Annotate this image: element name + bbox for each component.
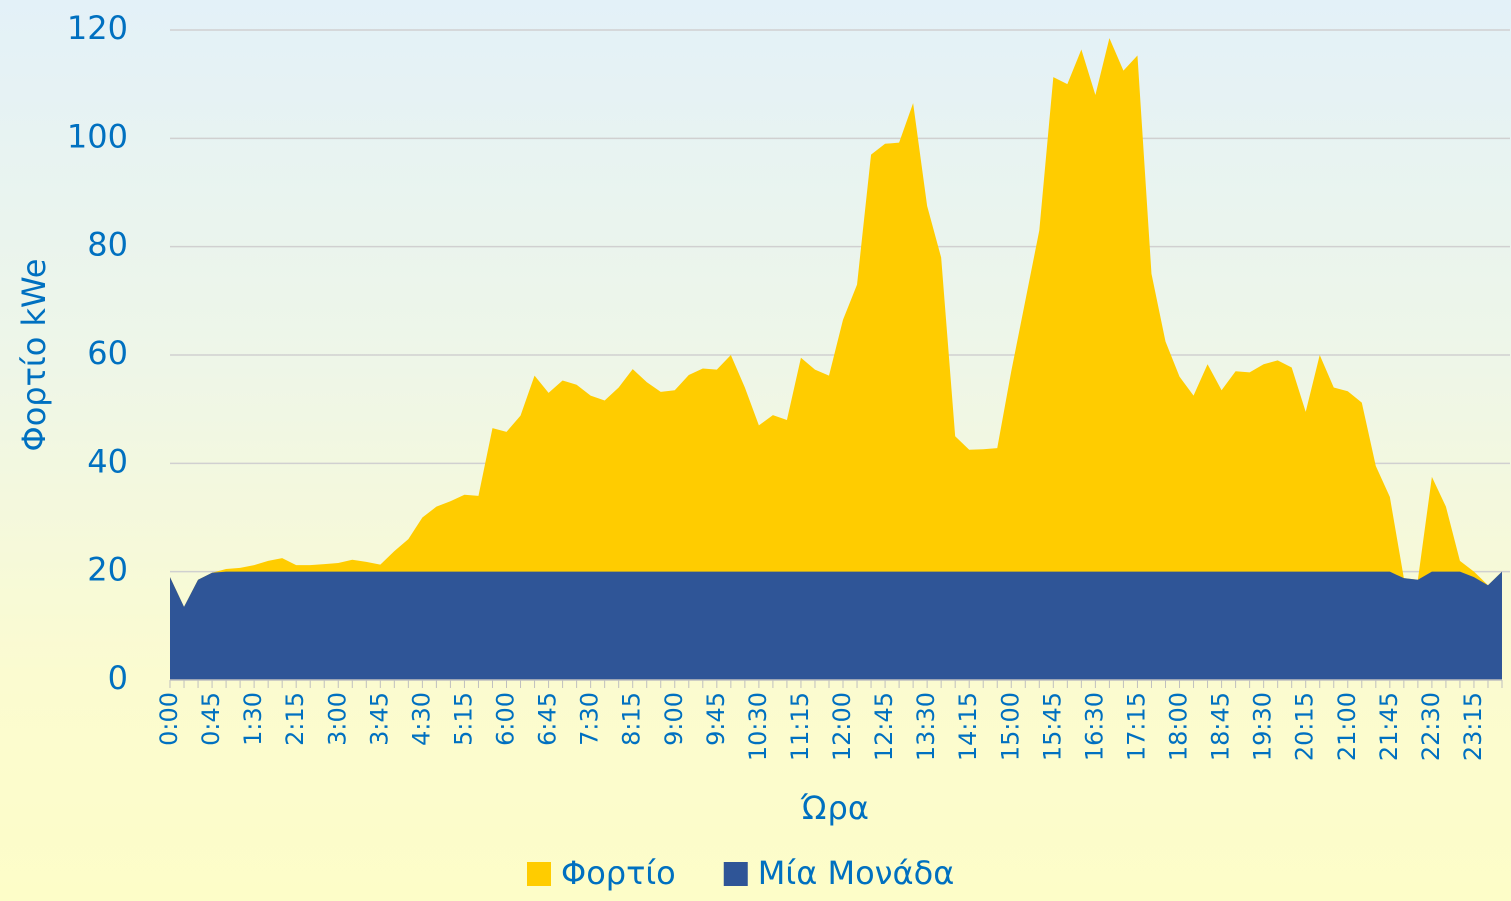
y-tick-label: 80 [87, 226, 128, 264]
x-tick-label: 12:00 [828, 692, 856, 761]
x-tick-label: 15:00 [996, 692, 1024, 761]
x-tick-label: 11:15 [786, 692, 814, 761]
x-tick-label: 8:15 [618, 692, 646, 746]
area [170, 571, 1502, 680]
x-tick-label: 7:30 [576, 692, 604, 746]
x-tick-label: 17:15 [1122, 692, 1150, 761]
x-tick-label: 0:45 [197, 692, 225, 746]
x-tick-label: 10:30 [744, 692, 772, 761]
x-tick-label: 16:30 [1080, 692, 1108, 761]
y-tick-label: 60 [87, 334, 128, 372]
x-tick-label: 14:15 [954, 692, 982, 761]
x-tick-label: 3:00 [323, 692, 351, 746]
x-tick-label: 6:00 [492, 692, 520, 746]
x-tick-label: 2:15 [281, 692, 309, 746]
legend-label: Φορτίο [561, 854, 676, 892]
x-tick-label: 9:00 [660, 692, 688, 746]
legend-swatch [723, 862, 748, 886]
x-tick-label: 18:45 [1207, 692, 1235, 761]
x-tick-label: 15:45 [1038, 692, 1066, 761]
legend-swatch [527, 862, 551, 886]
x-tick-label: 0:00 [155, 692, 183, 746]
y-tick-label: 20 [87, 551, 128, 589]
x-tick-label: 20:15 [1291, 692, 1319, 761]
x-tick-label: 4:30 [407, 692, 435, 746]
x-tick-label: 12:45 [870, 692, 898, 761]
x-axis-title: Ώρα [800, 789, 869, 827]
y-tick-label: 0 [108, 659, 128, 697]
y-tick-label: 120 [67, 9, 128, 47]
x-tick-label: 21:00 [1333, 692, 1361, 761]
area [170, 38, 1502, 680]
legend-label: Μία Μονάδα [758, 854, 955, 892]
x-tick-label: 23:15 [1459, 692, 1487, 761]
x-tick-label: 6:45 [534, 692, 562, 746]
y-axis-title: Φορτίο kWe [15, 259, 53, 452]
y-tick-label: 40 [87, 442, 128, 480]
x-tick-label: 3:45 [365, 692, 393, 746]
x-tick-label: 1:30 [239, 692, 267, 746]
x-tick-label: 22:30 [1417, 692, 1445, 761]
x-tick-label: 5:15 [449, 692, 477, 746]
x-tick-label: 21:45 [1375, 692, 1403, 761]
x-tick-label: 9:45 [702, 692, 730, 746]
x-tick-label: 13:30 [912, 692, 940, 761]
y-tick-label: 100 [67, 117, 128, 155]
x-tick-label: 18:00 [1165, 692, 1193, 761]
x-tick-label: 19:30 [1249, 692, 1277, 761]
